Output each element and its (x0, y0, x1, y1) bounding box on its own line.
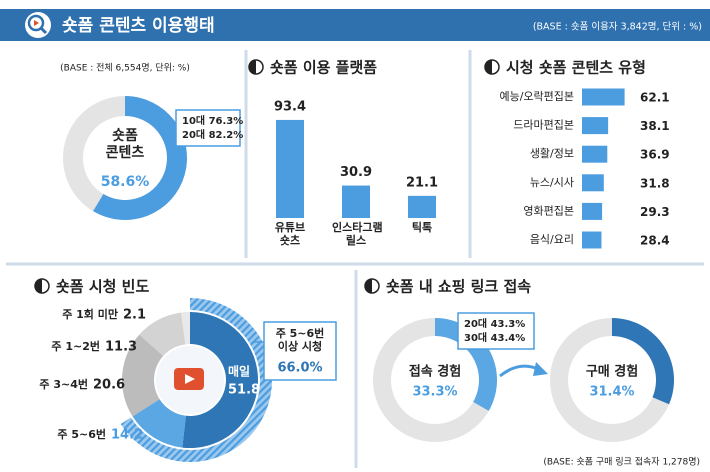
value-label: 62.1 (640, 91, 670, 105)
donut-segment (612, 318, 674, 405)
bar (582, 117, 609, 135)
category-label: 영화편집본 (523, 204, 574, 217)
donut-segment (132, 399, 186, 448)
header-base-note: (BASE : 숏폼 이용자 3,842명, 단위 : %) (533, 21, 702, 33)
title-icon (249, 60, 256, 74)
bar (342, 185, 370, 218)
callout-text: 10대 76.3% (182, 114, 243, 127)
title-icon (485, 60, 492, 74)
segment-label: 매일 (228, 364, 250, 379)
value-label: 33.3% (412, 385, 457, 400)
segment-label: 주 1~2번 (51, 339, 100, 353)
category-label: 뉴스/시사 (530, 176, 574, 189)
value-label: 21.1 (406, 175, 438, 190)
category-label: 음식/요리 (530, 233, 574, 246)
value-label: 28.4 (640, 234, 670, 248)
callout-box (175, 109, 241, 147)
category-label: 틱톡 (411, 221, 433, 234)
center-image (185, 374, 195, 384)
category-label: 인스타그램 릴스 (332, 221, 383, 248)
title-icon (35, 279, 42, 293)
segment-label: 주 1회 미만 (62, 307, 118, 321)
base-note: (BASE: 숏폼 구매 링크 접속자 1,278명) (543, 456, 700, 468)
header-title: 숏폼 콘텐츠 이용행태 (62, 16, 215, 36)
bar (582, 174, 604, 192)
callout-value: 66.0% (277, 361, 322, 376)
callout-text: 주 5~6번 이상 시청 (275, 327, 325, 354)
bar (276, 119, 304, 218)
value-label: 93.4 (274, 99, 306, 114)
callout-text: 20대 82.2% (182, 128, 243, 141)
bar (582, 231, 602, 249)
header-bar (0, 9, 710, 41)
value-label: 29.3 (640, 205, 670, 219)
donut-segment (121, 334, 164, 417)
segment-value: 51.8 (228, 383, 260, 398)
arrow (533, 362, 548, 376)
panel-title: 숏폼 이용 플랫폼 (270, 59, 377, 77)
callout-text: 30대 43.4% (464, 331, 525, 344)
segment-label: 주 3~4번 (39, 377, 88, 391)
title-icon (365, 279, 372, 293)
segment-value: 20.6 (93, 378, 125, 393)
header-icon (27, 14, 45, 32)
category-label: 유튜브 숏츠 (274, 221, 306, 248)
donut-segment (181, 312, 190, 345)
category-label: 드라마편집본 (513, 119, 574, 132)
donut-segment (93, 96, 187, 220)
segment-value: 14.2 (111, 428, 143, 443)
value-label: 38.1 (640, 119, 670, 133)
header-icon (39, 26, 48, 35)
panel-title: 시청 숏폼 콘텐츠 유형 (506, 59, 646, 77)
center-label: 접속 경험 (409, 364, 461, 380)
callout-box (457, 312, 535, 350)
category-label: 생활/정보 (530, 146, 574, 160)
value-label: 36.9 (640, 148, 670, 162)
bar (582, 145, 608, 163)
segment-value: 2.1 (123, 308, 146, 323)
callout-text: 20대 43.3% (464, 317, 525, 330)
segment-value: 11.3 (105, 340, 137, 355)
center-label: 숏폼 콘텐츠 (105, 128, 145, 161)
category-label: 예능/오락편집본 (499, 90, 574, 103)
value-label: 30.9 (340, 165, 372, 180)
center-label: 구매 경험 (586, 364, 638, 380)
donut-segment (139, 312, 186, 357)
base-note: (BASE : 전체 6,554명, 단위: %) (60, 63, 190, 74)
donut-segment (182, 312, 258, 448)
value-label: 31.8 (640, 176, 670, 190)
segment-label: 주 5~6번 (57, 427, 106, 441)
bar (408, 195, 436, 218)
value-label: 58.6% (101, 174, 150, 190)
bar (582, 88, 625, 106)
panel-title: 숏폼 내 쇼핑 링크 접속 (386, 278, 531, 296)
panel-title: 숏폼 시청 빈도 (56, 278, 149, 296)
value-label: 31.4% (589, 385, 634, 400)
callout-box (263, 321, 337, 381)
header-icon (34, 20, 39, 26)
bar (582, 202, 603, 220)
